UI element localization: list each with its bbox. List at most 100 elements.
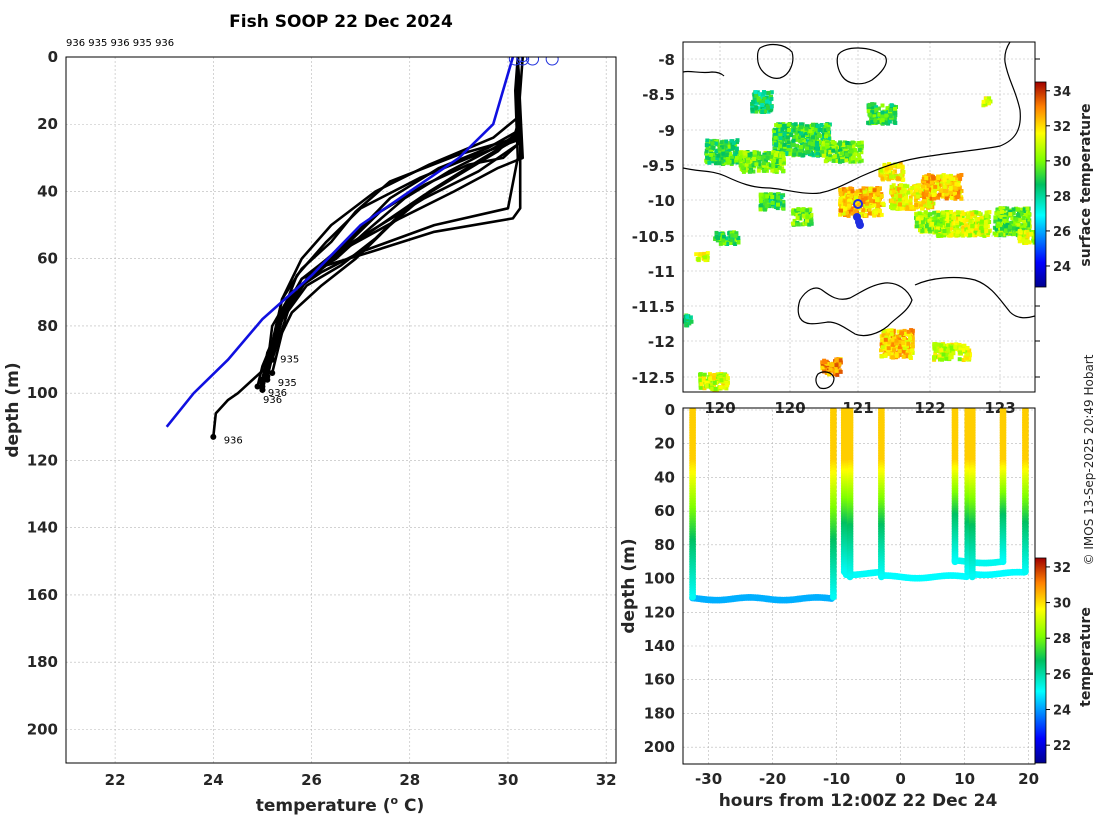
sst-pixel	[881, 329, 886, 334]
sst-pixel	[897, 333, 902, 338]
sst-pixel	[996, 224, 1000, 229]
sst-pixel	[941, 210, 946, 215]
sst-pixel	[1017, 236, 1022, 241]
sst-pixel	[892, 353, 897, 358]
sst-pixel	[901, 354, 906, 359]
sst-pixel	[714, 234, 719, 239]
sst-pixel	[901, 338, 906, 343]
sst-pixel	[780, 140, 785, 145]
sst-pixel	[897, 345, 902, 350]
sst-pixel	[979, 225, 984, 230]
sst-pixel	[1002, 218, 1007, 223]
section-cast-dot	[951, 558, 959, 566]
sst-pixel	[913, 184, 918, 189]
sst-pixel	[773, 197, 778, 202]
sst-pixel	[901, 187, 906, 192]
sst-pixel	[856, 196, 861, 201]
sst-pixel	[768, 163, 773, 168]
sst-pixel	[921, 184, 925, 189]
sst-pixel	[1011, 223, 1016, 228]
sst-pixel	[781, 154, 786, 159]
sst-pixel	[941, 225, 945, 229]
sst-pixel	[960, 221, 965, 226]
sst-pixel	[929, 194, 934, 199]
sst-pixel	[712, 380, 717, 385]
sst-pixel	[705, 138, 710, 143]
sst-pixel	[765, 156, 770, 160]
sst-pixel	[853, 192, 858, 197]
sst-pixel	[833, 146, 838, 151]
sst-pixel	[994, 211, 999, 216]
sst-pixel	[719, 378, 724, 383]
sst-pixel	[883, 350, 888, 355]
sst-pixel	[823, 363, 828, 368]
sst-pixel	[933, 215, 938, 220]
sst-pixel	[947, 217, 952, 222]
sst-pixel	[885, 106, 890, 111]
sst-pixel	[707, 160, 712, 165]
sst-pixel	[984, 224, 988, 229]
sst-pixel	[744, 162, 749, 167]
sst-pixel	[710, 387, 715, 392]
section-ylabel: depth (m)	[619, 538, 639, 633]
ship-track-markers	[853, 199, 864, 229]
sst-pixel	[892, 203, 897, 208]
profile-ytick-label: 160	[27, 586, 58, 604]
sst-pixel	[810, 122, 815, 127]
sst-pixel	[713, 141, 718, 146]
sst-pixel	[769, 154, 774, 159]
sst-pixel	[818, 127, 823, 132]
sst-pixel	[891, 189, 896, 194]
sst-pixel	[899, 183, 903, 188]
sst-pixel	[936, 210, 940, 215]
sst-pixel	[724, 386, 729, 391]
sst-pixel	[875, 120, 880, 125]
sst-pixel	[898, 202, 902, 207]
sst-pixel	[796, 207, 801, 212]
sst-pixel	[733, 233, 738, 238]
section-cast-dot	[999, 558, 1007, 566]
sst-pixel	[942, 177, 947, 182]
sst-pixel	[892, 196, 897, 201]
profile-axes-frame	[65, 56, 617, 764]
sst-pixel	[721, 374, 726, 379]
sst-pixel	[884, 335, 889, 340]
sst-pixel	[791, 143, 796, 148]
map-ytick-label: -11	[648, 263, 675, 281]
coastline-north-island-2	[836, 47, 887, 85]
sst-pixel	[955, 219, 960, 224]
sst-pixel	[920, 206, 924, 211]
sst-pixel	[870, 102, 875, 107]
sst-pixel	[897, 337, 902, 342]
sst-pixel	[923, 229, 928, 234]
sst-pixel	[771, 152, 776, 157]
sst-pixel	[1002, 210, 1007, 215]
sst-pixel	[738, 158, 743, 163]
sst-pixel	[833, 360, 838, 365]
sst-pixel	[830, 140, 835, 145]
section-xtick-label: 10	[954, 770, 975, 788]
sst-pixel	[808, 207, 813, 212]
section-ytick-label: 160	[644, 671, 675, 689]
sst-pixel	[922, 197, 927, 202]
sst-pixel	[942, 229, 947, 233]
sst-pixel	[776, 195, 781, 200]
sst-pixel	[827, 122, 832, 127]
sst-pixel	[698, 372, 703, 377]
sst-pixel	[772, 192, 777, 197]
profile-line-936-deep	[212, 57, 520, 438]
sst-pixel	[782, 123, 787, 128]
sst-pixel	[733, 237, 738, 242]
sst-pixel	[763, 166, 768, 171]
sst-pixel	[896, 187, 901, 192]
sst-pixel	[901, 349, 906, 354]
sst-pixel	[893, 107, 897, 111]
sst-pixel	[811, 139, 816, 144]
sst-pixel	[942, 233, 947, 238]
sst-pixel	[884, 113, 889, 118]
sst-pixel	[940, 192, 945, 197]
sst-pixel	[808, 152, 812, 157]
sst-pixel	[719, 154, 724, 159]
sst-pixel	[974, 217, 979, 222]
